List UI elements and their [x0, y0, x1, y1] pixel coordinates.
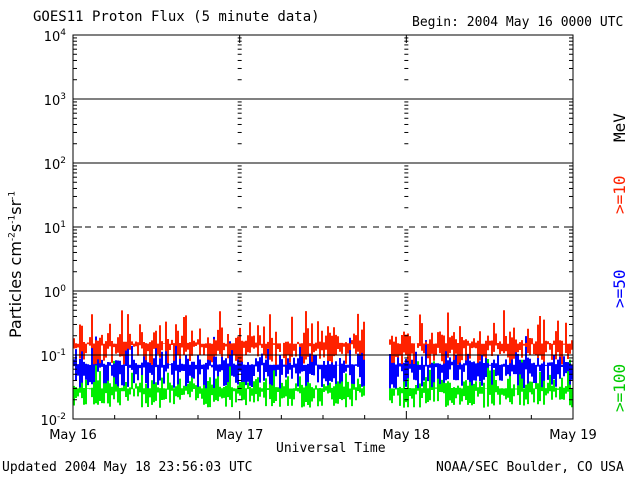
begin-time: Begin: 2004 May 16 0000 UTC [412, 15, 624, 30]
y-tick-label: 10-2 [40, 412, 66, 429]
legend-item-10mev: >=10 [610, 175, 629, 214]
series-gte10-line [73, 310, 573, 365]
y-tick-label: 103 [44, 92, 66, 109]
legend-item-50mev: >=50 [610, 269, 629, 308]
x-tick-label: May 18 [383, 428, 431, 443]
y-tick-label: 101 [44, 220, 66, 237]
updated-timestamp: Updated 2004 May 18 23:56:03 UTC [2, 460, 253, 475]
x-axis-title: Universal Time [276, 441, 386, 456]
series-gte50-line [73, 336, 573, 389]
credit-line: NOAA/SEC Boulder, CO USA [436, 460, 624, 475]
x-tick-label: May 19 [549, 428, 597, 443]
series-gte100-line [73, 358, 573, 408]
legend-unit: MeV [610, 113, 629, 142]
x-tick-label: May 16 [49, 428, 97, 443]
legend-item-100mev: >=100 [610, 363, 629, 412]
x-tick-label: May 17 [216, 428, 264, 443]
y-tick-label: 104 [44, 28, 67, 45]
y-tick-label: 10-1 [40, 348, 66, 365]
chart-title: GOES11 Proton Flux (5 minute data) [33, 9, 320, 25]
y-tick-label: 102 [44, 156, 66, 173]
y-tick-label: 100 [44, 284, 67, 301]
